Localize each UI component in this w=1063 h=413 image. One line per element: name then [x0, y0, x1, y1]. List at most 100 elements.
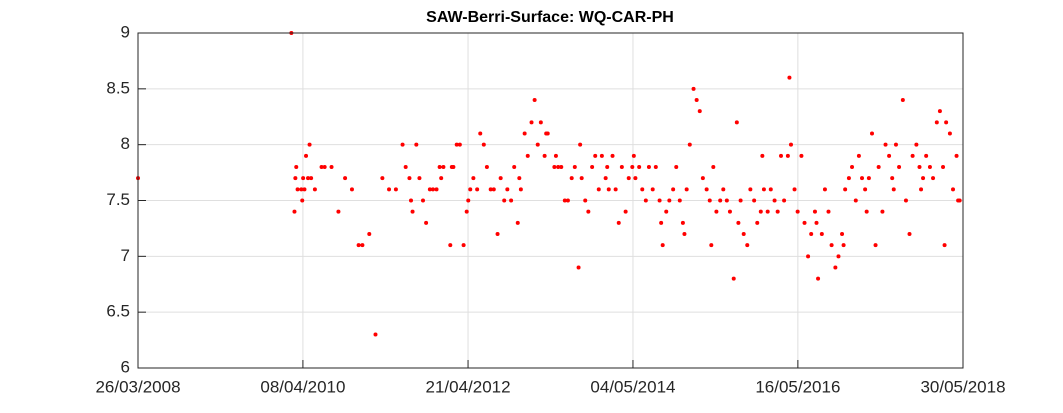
point [843, 187, 848, 192]
point [853, 198, 858, 203]
point [890, 176, 895, 181]
point [300, 198, 305, 203]
point [887, 153, 892, 158]
point [860, 176, 865, 181]
point [565, 198, 570, 203]
point [292, 209, 297, 214]
point [883, 142, 888, 147]
point [954, 153, 959, 158]
point [599, 153, 604, 158]
point [590, 165, 595, 169]
point [680, 220, 685, 225]
point [553, 153, 558, 158]
point [787, 75, 792, 80]
y-tick-label: 7 [121, 246, 130, 265]
point [931, 176, 936, 181]
point [457, 142, 462, 147]
point [586, 209, 591, 214]
point [343, 176, 348, 181]
point [461, 243, 466, 248]
x-tick-label: 30/05/2018 [920, 377, 1005, 396]
point [505, 187, 510, 192]
x-tick-label: 04/05/2014 [590, 377, 675, 396]
point [329, 165, 334, 169]
point [583, 198, 588, 203]
point [765, 209, 770, 214]
point [302, 187, 307, 192]
point [633, 176, 638, 181]
point [707, 198, 712, 203]
point [437, 165, 442, 169]
point [529, 120, 534, 125]
point [864, 209, 869, 214]
point [900, 98, 905, 102]
point [772, 198, 777, 203]
y-tick-label: 7.5 [106, 190, 130, 209]
point [481, 142, 486, 147]
point [768, 187, 773, 192]
point [709, 243, 714, 248]
point [322, 165, 327, 169]
point [650, 187, 655, 192]
point [836, 254, 841, 259]
x-tick-label: 08/04/2010 [260, 377, 345, 396]
point [606, 187, 611, 192]
point [522, 131, 527, 136]
point [387, 187, 392, 192]
point [295, 187, 300, 192]
point [792, 187, 797, 192]
point [748, 187, 753, 192]
point [576, 265, 581, 270]
point [917, 165, 922, 169]
point [934, 120, 939, 125]
point [758, 209, 763, 214]
point [775, 209, 780, 214]
point [711, 165, 716, 169]
point [891, 187, 896, 192]
point [466, 198, 471, 203]
point [760, 153, 765, 158]
point [910, 153, 915, 158]
point [667, 198, 672, 203]
point [349, 187, 354, 192]
point [616, 220, 621, 225]
point [778, 153, 783, 158]
point [409, 198, 414, 203]
point [880, 209, 885, 214]
point [761, 187, 766, 192]
point [420, 198, 425, 203]
point [299, 187, 304, 192]
point [306, 176, 311, 181]
point [643, 198, 648, 203]
point [464, 209, 469, 214]
point [840, 232, 845, 236]
point [738, 198, 743, 203]
point [914, 142, 919, 147]
point [403, 165, 408, 169]
y-tick-label: 8.5 [106, 78, 130, 97]
point [850, 165, 855, 169]
point [721, 187, 726, 192]
point [745, 243, 750, 248]
labels: 6 6.5 7 7.5 8 8.5 9 26/03/2008 08/04/2010 21/04/2… [95, 22, 1005, 396]
chart-title: SAW-Berri-Surface: WQ-CAR-PH [426, 9, 674, 26]
point [814, 220, 819, 225]
point [816, 276, 821, 281]
point [806, 254, 811, 259]
point [866, 176, 871, 181]
point [613, 187, 618, 192]
point [552, 165, 557, 169]
point [942, 243, 947, 248]
point [468, 187, 473, 192]
point [596, 187, 601, 192]
point [691, 86, 696, 91]
point [610, 153, 615, 158]
point [509, 198, 514, 203]
point [518, 187, 523, 192]
point [755, 220, 760, 225]
point [724, 198, 729, 203]
y-tick-label: 6 [121, 357, 130, 376]
point [475, 187, 480, 192]
point [924, 153, 929, 158]
